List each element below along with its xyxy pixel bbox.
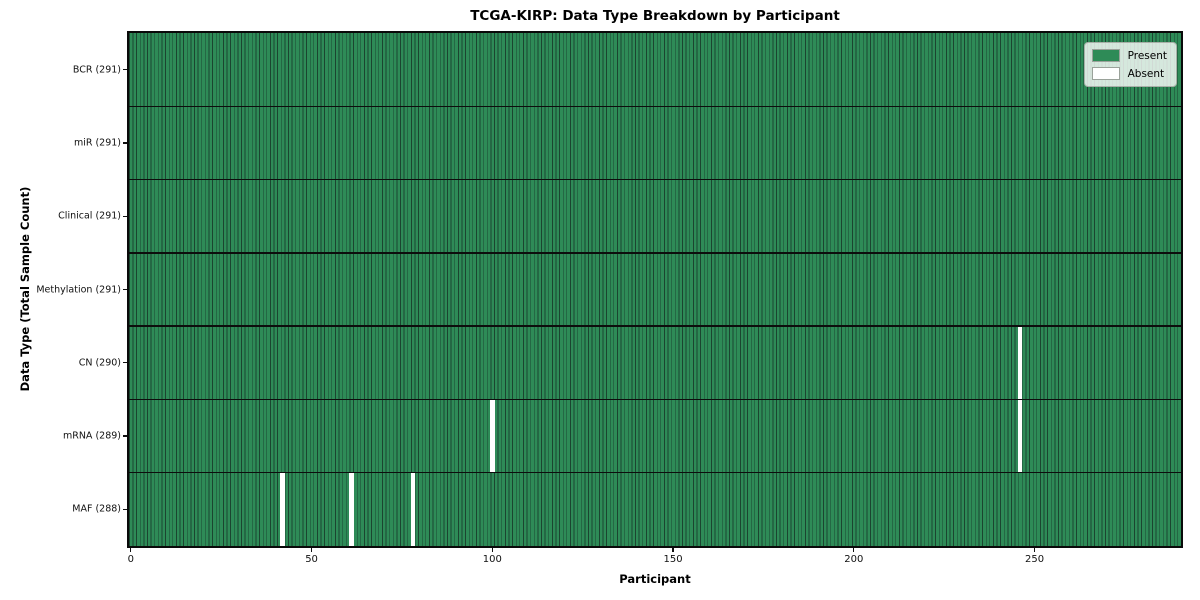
x-tick-mark [310,548,313,552]
row-separator [129,471,1181,474]
row-separator [129,178,1181,181]
y-tick-label-CN: CN (290) [78,357,121,369]
y-tick-label-miR: miR (291) [73,137,121,149]
plot-row-MAF [129,472,1181,546]
plot-row-miR [129,106,1181,180]
row-separator [129,105,1181,108]
legend-label-present: Present [1127,49,1167,62]
plot-row-mRNA [129,399,1181,473]
y-tick-label-BCR: BCR (291) [72,64,121,76]
x-tick-mark [130,548,132,552]
x-tick-mark [491,548,493,552]
row-separator [129,325,1181,327]
plot-row-Methylation [129,252,1181,327]
x-tick-label-200: 200 [844,554,864,565]
x-tick-label-250: 250 [1025,554,1045,565]
y-tick-mark [123,215,127,217]
plot-area: Present Absent [127,31,1183,548]
x-tick-label-0: 0 [127,554,134,565]
x-tick-mark [1033,548,1036,552]
legend-entry-present: Present [1091,49,1167,62]
x-tick-mark [672,548,674,552]
legend-swatch-present-icon [1091,49,1120,62]
y-tick-mark [123,435,127,437]
y-tick-mark [123,508,127,510]
x-tick-label-100: 100 [482,554,502,565]
y-tick-mark [123,362,127,364]
y-tick-label-Methylation: Methylation (291) [36,284,121,295]
plot-row-BCR [129,33,1181,107]
y-tick-label-MAF: MAF (288) [72,503,121,515]
row-separator [129,252,1181,254]
legend-label-absent: Absent [1127,67,1165,80]
absent-bar-CN-246 [1017,326,1023,400]
absent-bar-mRNA-100 [490,399,495,473]
y-tick-mark [123,288,127,291]
absent-bar-MAF-42 [280,472,285,546]
y-tick-mark [123,69,127,71]
y-tick-mark [123,142,127,144]
absent-bar-MAF-61 [349,472,354,546]
absent-bar-MAF-78 [410,472,415,546]
row-separator [129,398,1181,401]
y-tick-label-mRNA: mRNA (289) [62,430,121,442]
legend-entry-absent: Absent [1091,67,1167,80]
x-tick-label-150: 150 [663,554,683,565]
chart-title: TCGA-KIRP: Data Type Breakdown by Partic… [470,8,840,24]
x-axis-label: Participant [619,572,691,586]
legend-swatch-absent-icon [1091,67,1120,80]
legend: Present Absent [1083,42,1177,87]
x-tick-label-50: 50 [305,554,318,565]
y-tick-label-Clinical: Clinical (291) [58,210,121,222]
x-tick-mark [853,548,855,552]
plot-row-CN [129,326,1181,400]
plot-row-Clinical [129,179,1181,253]
absent-bar-mRNA-246 [1017,399,1023,473]
